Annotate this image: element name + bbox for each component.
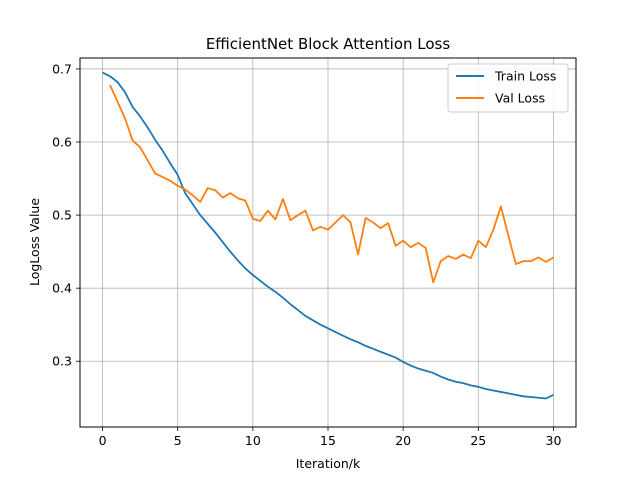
- x-axis-ticks: 0 5 10 15 20 25 30: [99, 427, 562, 448]
- x-tick-label: 20: [395, 433, 411, 448]
- x-axis-label: Iteration/k: [296, 456, 361, 471]
- x-tick-label: 0: [99, 433, 107, 448]
- y-tick-label: 0.3: [52, 354, 72, 369]
- y-axis-ticks: 0.3 0.4 0.5 0.6 0.7: [52, 61, 80, 369]
- series-lines: [102, 71, 554, 400]
- x-tick-label: 15: [320, 433, 336, 448]
- y-tick-label: 0.6: [52, 135, 72, 150]
- legend-label-val-loss: Val Loss: [495, 91, 545, 106]
- x-tick-label: 30: [546, 433, 562, 448]
- y-tick-label: 0.5: [52, 208, 72, 223]
- y-tick-label: 0.7: [52, 61, 72, 76]
- y-tick-label: 0.4: [52, 281, 72, 296]
- x-tick-label: 25: [470, 433, 486, 448]
- x-tick-label: 10: [245, 433, 261, 448]
- y-axis-label: LogLoss Value: [27, 198, 42, 286]
- series-line-val-loss: [109, 84, 554, 284]
- x-tick-label: 5: [174, 433, 182, 448]
- grid: [80, 58, 576, 427]
- series-line-train-loss: [102, 71, 554, 400]
- legend: Train Loss Val Loss: [447, 63, 569, 113]
- chart-title: EfficientNet Block Attention Loss: [206, 35, 451, 53]
- legend-label-train-loss: Train Loss: [494, 69, 556, 84]
